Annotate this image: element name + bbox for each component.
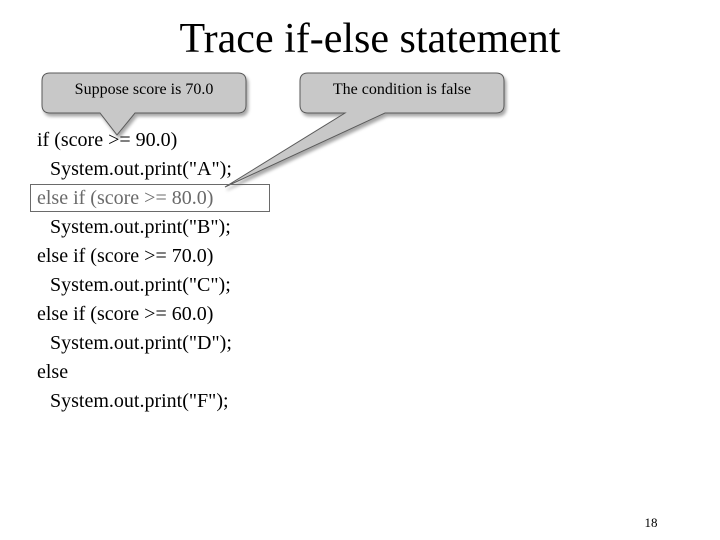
code-line-7: else if (score >= 60.0): [37, 303, 214, 325]
code-line-6: System.out.print("C");: [50, 274, 231, 296]
code-line-1: if (score >= 90.0): [37, 129, 178, 151]
page-number: 18: [644, 515, 658, 530]
code-line-3-highlighted: else if (score >= 80.0): [37, 187, 214, 209]
callout-1-bubble: [41, 72, 247, 136]
code-line-10: System.out.print("F");: [50, 390, 229, 412]
current-line-highlight-box: [30, 184, 270, 212]
callout-condition-false: The condition is false: [332, 81, 472, 98]
code-line-2: System.out.print("A");: [50, 158, 232, 180]
code-line-5: else if (score >= 70.0): [37, 245, 214, 267]
callout-suppose-score: Suppose score is 70.0: [74, 81, 214, 98]
slide-title: Trace if-else statement: [179, 16, 561, 62]
code-line-9: else: [37, 361, 69, 383]
code-line-4: System.out.print("B");: [50, 216, 231, 238]
code-block: if (score >= 90.0) System.out.print("A")…: [37, 126, 232, 416]
code-line-8: System.out.print("D");: [50, 332, 232, 354]
callout-2-bubble: [224, 72, 505, 188]
